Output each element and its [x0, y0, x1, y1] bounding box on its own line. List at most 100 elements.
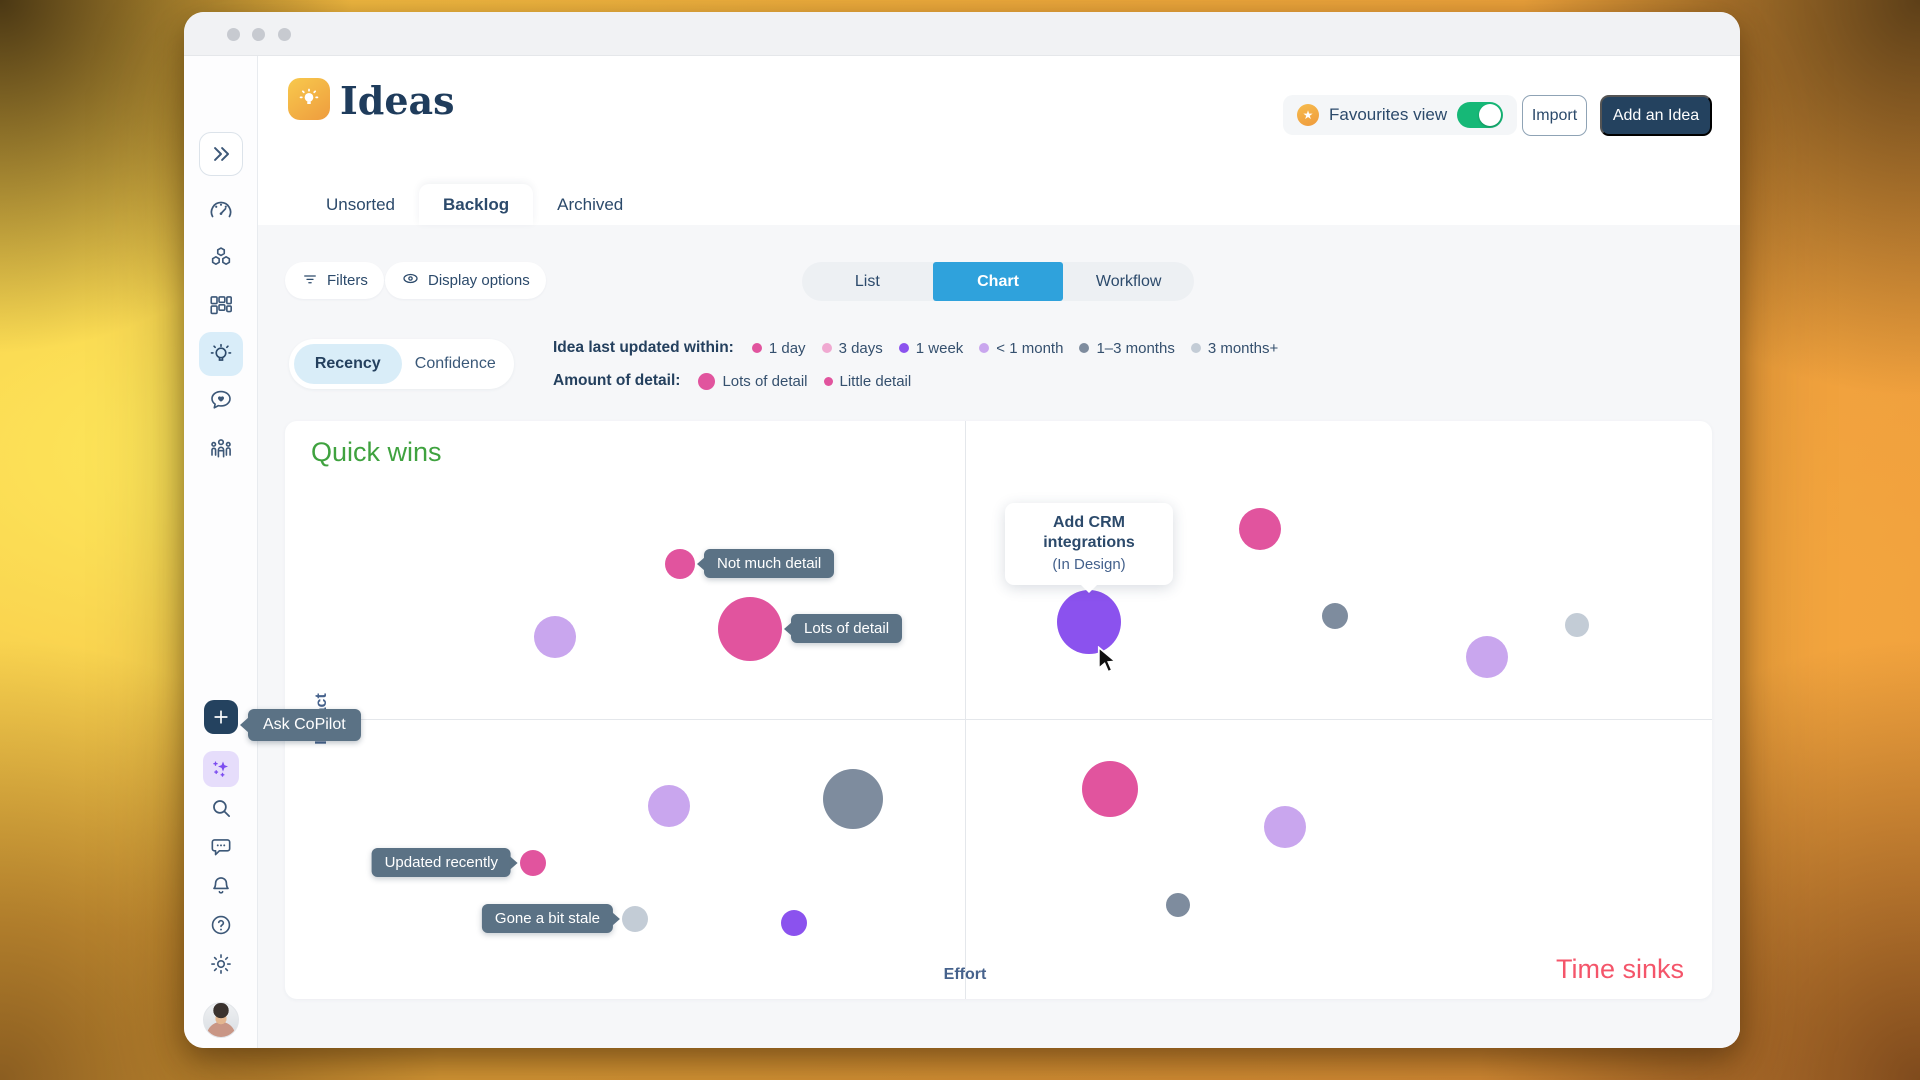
- messages-button[interactable]: [208, 834, 234, 860]
- search-icon: [208, 795, 234, 821]
- idea-bubble[interactable]: [1264, 806, 1306, 848]
- window-control-dot[interactable]: [278, 28, 291, 41]
- mode-segment-confidence[interactable]: Confidence: [414, 355, 496, 372]
- tab-backlog[interactable]: Backlog: [418, 184, 534, 225]
- bubble-callout: Not much detail: [704, 549, 835, 578]
- tab-bar: Unsorted Backlog Archived: [302, 184, 647, 225]
- idea-bubble[interactable]: [1466, 636, 1508, 678]
- heart-chat-icon: [208, 387, 234, 413]
- question-icon: [208, 912, 234, 938]
- collapse-sidebar-button[interactable]: [198, 132, 243, 176]
- idea-bubble[interactable]: [622, 906, 648, 932]
- idea-bubble[interactable]: [1322, 603, 1348, 629]
- import-button[interactable]: Import: [1522, 95, 1587, 136]
- bubble-callout: Lots of detail: [791, 614, 903, 643]
- display-options-label: Display options: [428, 272, 530, 289]
- chat-icon: [208, 834, 234, 860]
- legend-item: < 1 month: [979, 340, 1063, 357]
- effort-impact-chart: Quick wins Time sinks Effort Impact Not …: [285, 421, 1712, 999]
- sidebar: [184, 56, 258, 1048]
- filters-label: Filters: [327, 272, 368, 289]
- idea-bubble[interactable]: [823, 769, 883, 829]
- bell-icon: [208, 873, 234, 899]
- bubble-callout: Gone a bit stale: [481, 904, 613, 933]
- gear-icon: [208, 951, 234, 977]
- legend-updated-label: Idea last updated within:: [553, 339, 734, 356]
- main-area: Ideas ★ Favourites view Import Add an Id…: [258, 56, 1740, 1048]
- content-area: Filters Display options List Chart Workflo…: [258, 225, 1740, 1048]
- page-title: Ideas: [340, 78, 455, 123]
- idea-bubble[interactable]: [718, 597, 782, 661]
- view-segment-chart[interactable]: Chart: [932, 262, 1064, 301]
- sidebar-item-ideas[interactable]: [198, 332, 243, 376]
- page-header: Ideas ★ Favourites view Import Add an Id…: [258, 56, 1740, 225]
- bubble-callout: Updated recently: [371, 848, 511, 877]
- legend-item: Little detail: [823, 373, 911, 390]
- legend-item: Lots of detail: [698, 372, 808, 390]
- view-switcher: List Chart Workflow: [802, 262, 1194, 301]
- idea-bubble[interactable]: [781, 910, 807, 936]
- mode-segment-recency[interactable]: Recency: [294, 344, 402, 384]
- sidebar-item-roadmap[interactable]: [208, 292, 234, 318]
- quadrant-label-quick-wins: Quick wins: [311, 437, 442, 467]
- view-segment-workflow[interactable]: Workflow: [1095, 272, 1162, 290]
- legend-item: 1 day: [751, 340, 806, 357]
- idea-tooltip-status: (In Design): [1052, 556, 1126, 573]
- idea-bubble[interactable]: [648, 785, 690, 827]
- notifications-button[interactable]: [208, 873, 234, 899]
- display-options-button[interactable]: Display options: [385, 262, 546, 299]
- quadrant-label-time-sinks: Time sinks: [1555, 954, 1684, 984]
- add-idea-button[interactable]: Add an Idea: [1600, 95, 1712, 136]
- add-button[interactable]: [203, 700, 238, 734]
- filter-icon: [301, 270, 319, 292]
- idea-bubble[interactable]: [665, 549, 695, 579]
- window-control-dot[interactable]: [252, 28, 265, 41]
- legend-item: 1 week: [898, 340, 963, 357]
- legend-dot: [898, 343, 909, 353]
- idea-bubble[interactable]: [1239, 508, 1281, 550]
- settings-button[interactable]: [208, 951, 234, 977]
- quadrant-divider-horizontal: [285, 719, 1712, 720]
- favourites-view-control: ★ Favourites view: [1283, 95, 1518, 135]
- idea-bubble[interactable]: [1082, 761, 1138, 817]
- tab-archived[interactable]: Archived: [557, 194, 624, 214]
- legend-dot: [1190, 343, 1201, 353]
- window-control-dot[interactable]: [227, 28, 240, 41]
- idea-tooltip-title: Add CRM integrations: [1043, 514, 1135, 551]
- idea-tooltip: Add CRM integrations (In Design): [1005, 503, 1173, 585]
- people-group-icon: [208, 435, 234, 461]
- chevrons-right-icon: [208, 141, 234, 167]
- mouse-cursor: [1096, 645, 1122, 679]
- idea-bubble[interactable]: [1565, 613, 1589, 637]
- idea-bubble[interactable]: [1057, 590, 1121, 654]
- eye-icon: [401, 269, 420, 292]
- legend-dot: [823, 376, 833, 386]
- copilot-button[interactable]: [202, 751, 239, 787]
- chart-legend: Idea last updated within: 1 day 3 days 1 w…: [553, 335, 1278, 394]
- legend-dot: [698, 372, 716, 390]
- view-segment-list[interactable]: List: [854, 272, 880, 290]
- help-button[interactable]: [208, 912, 234, 938]
- ideas-app-icon: [288, 78, 330, 120]
- legend-detail-label: Amount of detail:: [553, 372, 681, 389]
- cubes-icon: [208, 245, 234, 271]
- user-avatar[interactable]: [202, 1002, 239, 1038]
- sidebar-item-feedback[interactable]: [208, 387, 234, 413]
- app-window: Ideas ★ Favourites view Import Add an Id…: [184, 12, 1740, 1048]
- quadrant-divider-vertical: [965, 421, 966, 999]
- idea-bubble[interactable]: [520, 850, 546, 876]
- tab-unsorted[interactable]: Unsorted: [326, 194, 395, 214]
- star-icon: ★: [1297, 104, 1319, 126]
- favourites-toggle[interactable]: [1457, 102, 1504, 128]
- sidebar-item-products[interactable]: [208, 245, 234, 271]
- search-button[interactable]: [208, 795, 234, 821]
- idea-bubble[interactable]: [534, 616, 576, 658]
- mode-switcher: Recency Confidence: [289, 339, 514, 389]
- legend-item: 3 months+: [1190, 340, 1278, 357]
- idea-bubble[interactable]: [1166, 893, 1190, 917]
- sidebar-item-customers[interactable]: [208, 435, 234, 461]
- legend-dot: [821, 343, 832, 353]
- filters-button[interactable]: Filters: [285, 262, 384, 299]
- sidebar-item-dashboard[interactable]: [208, 197, 234, 223]
- lightbulb-icon: [208, 341, 234, 367]
